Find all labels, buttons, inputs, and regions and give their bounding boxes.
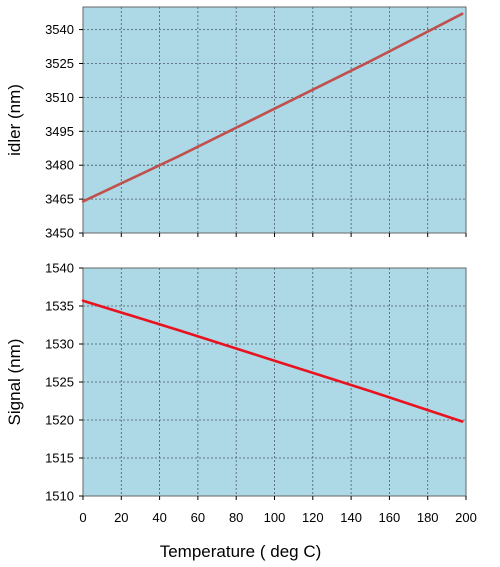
y-tick-label: 1540 bbox=[45, 261, 74, 276]
y-tick-label: 3465 bbox=[45, 192, 74, 207]
y-tick-label: 3480 bbox=[45, 158, 74, 173]
y-tick-label: 1525 bbox=[45, 375, 74, 390]
x-tick-label: 200 bbox=[455, 510, 477, 525]
x-tick-label: 140 bbox=[340, 510, 362, 525]
y-tick-label: 1515 bbox=[45, 451, 74, 466]
y-tick-label: 3495 bbox=[45, 124, 74, 139]
series-line bbox=[81, 299, 464, 423]
y-tick-label: 3510 bbox=[45, 90, 74, 105]
series-line bbox=[81, 12, 464, 203]
y-tick-label: 1530 bbox=[45, 337, 74, 352]
y-tick-label: 1510 bbox=[45, 489, 74, 504]
y-tick-label: 3540 bbox=[45, 22, 74, 37]
x-tick-label: 120 bbox=[302, 510, 324, 525]
y-axis-title: Signal (nm) bbox=[5, 339, 24, 426]
x-tick-label: 160 bbox=[379, 510, 401, 525]
x-tick-label: 180 bbox=[417, 510, 439, 525]
y-tick-label: 3525 bbox=[45, 56, 74, 71]
signal-chart-panel: 1510 1515 1520 1525 1530 1535 1540 0 20 40 60 80 100… bbox=[5, 261, 477, 562]
y-axis-title: idler (nm) bbox=[5, 84, 24, 156]
x-tick-label: 40 bbox=[152, 510, 166, 525]
x-tick-label: 80 bbox=[229, 510, 243, 525]
x-tick-label: 0 bbox=[79, 510, 86, 525]
x-tick-label: 60 bbox=[191, 510, 205, 525]
y-tick-label: 1520 bbox=[45, 413, 74, 428]
x-tick-label: 100 bbox=[264, 510, 286, 525]
x-tick-label: 20 bbox=[114, 510, 128, 525]
y-tick-label: 1535 bbox=[45, 299, 74, 314]
x-axis-title: Temperature ( deg C) bbox=[160, 542, 322, 561]
y-tick-label: 3450 bbox=[45, 226, 74, 241]
idler-chart-panel: 3450 3465 3480 3495 3510 3525 3540 idler (nm) bbox=[5, 6, 467, 241]
